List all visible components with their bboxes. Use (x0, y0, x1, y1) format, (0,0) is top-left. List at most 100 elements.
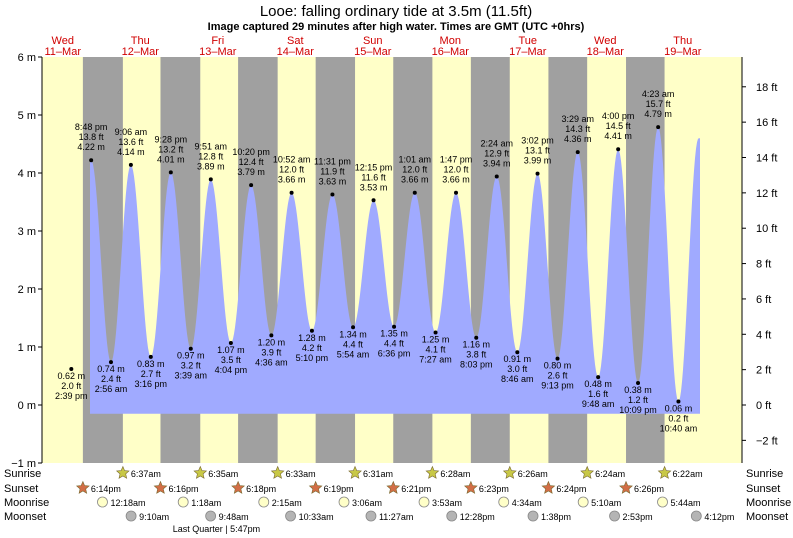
moonset-time: 9:48am (219, 512, 249, 522)
moonrise-moon-icon (338, 496, 350, 508)
tide-label: 2.7 ft (141, 369, 162, 379)
moonrise-time: 1:18am (191, 498, 221, 508)
tide-label: 14.3 ft (565, 124, 591, 134)
sunrise-star-icon (425, 465, 440, 479)
sunset-time: 6:16pm (168, 484, 198, 494)
tide-label: 3.8 ft (466, 350, 487, 360)
tide-extreme-point (535, 171, 540, 176)
tide-extreme-point (555, 356, 560, 361)
tide-label: 8:03 pm (460, 360, 493, 370)
tide-label: 3.0 ft (507, 364, 528, 374)
tide-label: 12:15 pm (355, 162, 393, 172)
tide-label: 2.0 ft (61, 381, 82, 391)
tide-extreme-point (412, 190, 417, 195)
sunrise-time: 6:33am (286, 469, 316, 479)
y-tick-label-m: 6 m (18, 52, 36, 64)
day-name: Fri (211, 35, 224, 47)
chart-title: Looe: falling ordinary tide at 3.5m (11.… (260, 3, 532, 20)
moonrise-time: 4:34am (512, 498, 542, 508)
tide-label: 2:56 am (95, 384, 128, 394)
tide-extreme-point (89, 158, 94, 163)
moonrise-moon-icon (258, 496, 270, 508)
chart-subtitle: Image captured 29 minutes after high wat… (208, 21, 585, 33)
tide-label: 3:29 am (561, 114, 594, 124)
tide-label: 12.8 ft (198, 151, 224, 161)
moonrise-time: 3:53am (432, 498, 462, 508)
tide-label: 7:27 am (419, 355, 452, 365)
tide-extreme-point (330, 192, 335, 197)
moonset-moon-icon (446, 510, 458, 522)
tide-extreme-point (148, 354, 153, 359)
sunrise-time: 6:28am (440, 469, 470, 479)
tide-label: 1.35 m (380, 329, 408, 339)
tide-label: 0.83 m (137, 359, 165, 369)
moonset-moon-icon (365, 510, 377, 522)
tide-extreme-point (656, 125, 661, 130)
tide-label: 4.4 ft (384, 339, 405, 349)
moonset-time: 1:38pm (541, 512, 571, 522)
moonset-moon-icon (285, 510, 296, 522)
day-name: Wed (52, 35, 74, 47)
tide-extreme-point (249, 183, 254, 188)
tide-label: 4.14 m (117, 147, 145, 157)
tide-label: 0.62 m (58, 371, 86, 381)
tide-label: 4:36 am (255, 357, 288, 367)
y-tick-label-m: −1 m (11, 458, 36, 470)
row-label-moonrise-right: Moonrise (746, 497, 791, 509)
tide-extreme-point (269, 333, 274, 338)
y-tick-label-ft: 14 ft (756, 153, 777, 165)
sunrise-star-icon (193, 465, 208, 479)
tide-extreme-point (168, 170, 173, 175)
row-label-sunset-left: Sunset (4, 483, 38, 495)
tide-label: 3.63 m (319, 176, 347, 186)
row-label-sunrise-left: Sunrise (4, 468, 41, 480)
moonset-moon-icon (205, 510, 217, 522)
tide-label: 3.99 m (524, 156, 552, 166)
tide-extreme-point (188, 346, 193, 351)
sunset-star-icon (541, 480, 556, 494)
tide-label: 9:28 pm (155, 134, 188, 144)
day-headers: Wed11–MarThu12–MarFri13–MarSat14–MarSun1… (45, 35, 702, 58)
y-tick-label-ft: −2 ft (756, 435, 778, 447)
tide-label: 0.80 m (544, 361, 572, 371)
day-name: Wed (594, 35, 616, 47)
moonrise-moon-icon (97, 496, 108, 508)
tide-label: 4.1 ft (426, 345, 447, 355)
moon-phase-note: Last Quarter | 5:47pm (173, 524, 260, 534)
sunrise-time: 6:35am (208, 469, 238, 479)
tide-label: 3:02 pm (521, 136, 554, 146)
tide-label: 2.4 ft (101, 374, 122, 384)
tide-label: 3.53 m (360, 182, 388, 192)
sunrise-star-icon (580, 465, 595, 479)
moonrise-moon-icon (418, 496, 430, 508)
sunrise-star-icon (502, 465, 517, 479)
y-tick-label-ft: 16 ft (756, 117, 777, 129)
tide-label: 4:23 am (642, 89, 675, 99)
tide-label: 1.28 m (298, 333, 326, 343)
tide-label: 0.91 m (504, 354, 532, 364)
tide-label: 9:13 pm (541, 381, 574, 391)
tide-label: 3.5 ft (221, 355, 242, 365)
sunset-time: 6:24pm (556, 484, 586, 494)
row-label-sunset-right: Sunset (746, 483, 780, 495)
y-tick-label-ft: 0 ft (756, 400, 771, 412)
tide-label: 2:24 am (480, 138, 513, 148)
y-tick-label-ft: 10 ft (756, 223, 777, 235)
tide-label: 4.4 ft (343, 339, 364, 349)
row-label-moonset-right: Moonset (746, 511, 788, 523)
tide-label: 3.66 m (401, 175, 429, 185)
sunset-star-icon (153, 480, 168, 494)
moonset-time: 9:10am (139, 512, 169, 522)
sunset-time: 6:19pm (324, 484, 354, 494)
tide-label: 0.74 m (97, 364, 125, 374)
tide-label: 10:20 pm (232, 147, 270, 157)
tide-label: 3.66 m (278, 175, 306, 185)
moonset-time: 11:27am (379, 512, 413, 522)
tide-extreme-point (228, 340, 233, 345)
y-tick-label-ft: 4 ft (756, 329, 771, 341)
tide-label: 0.38 m (624, 385, 652, 395)
sunset-time: 6:26pm (634, 484, 664, 494)
moonset-time: 12:28pm (460, 512, 495, 522)
